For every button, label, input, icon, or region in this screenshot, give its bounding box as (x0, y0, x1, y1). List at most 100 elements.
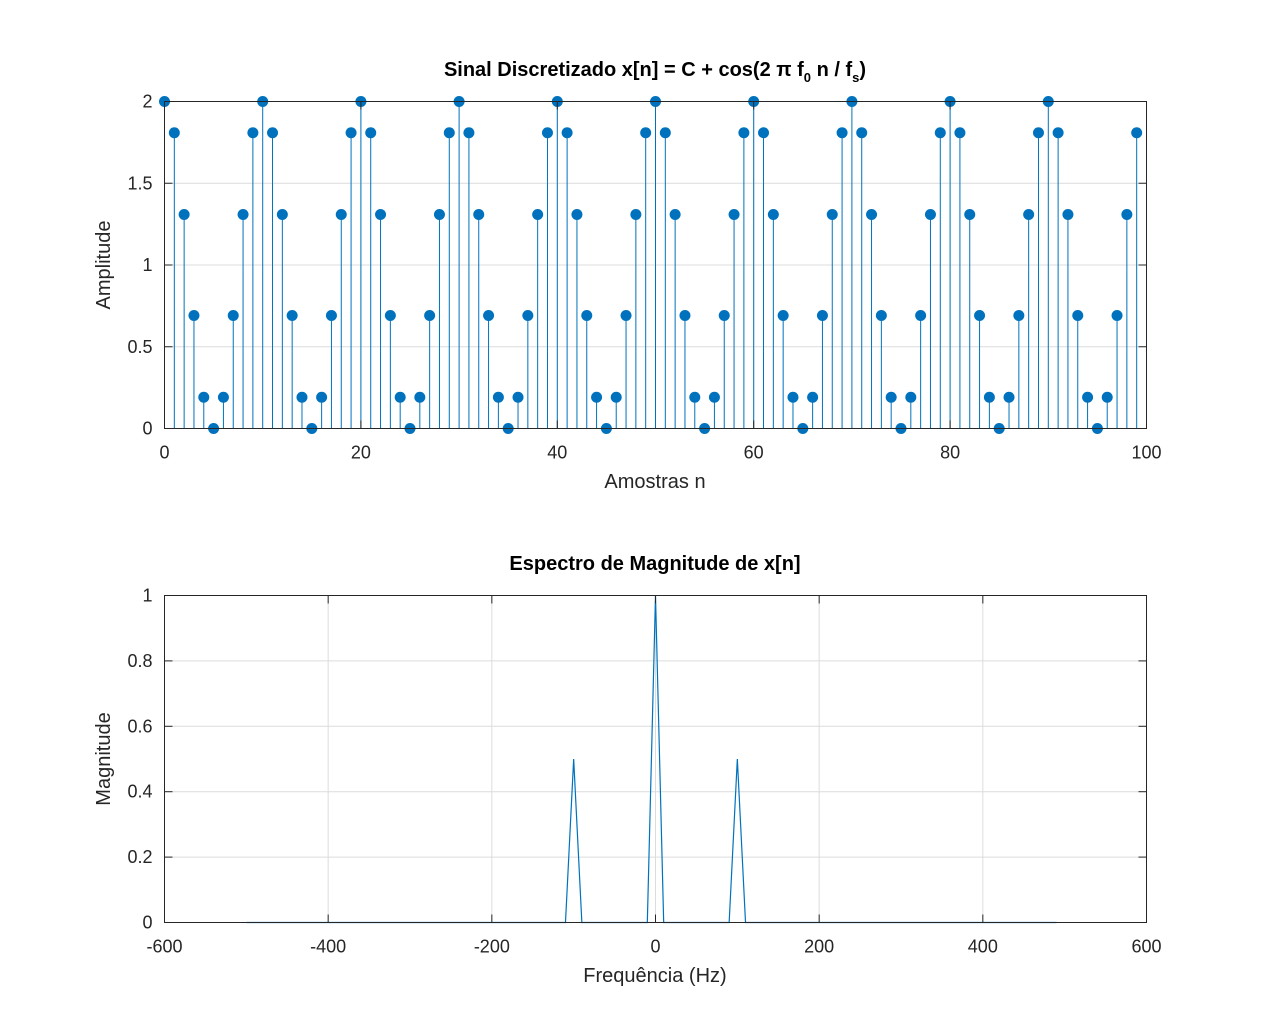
signal-x-axis-label: Amostras n (604, 471, 705, 493)
stem-marker (168, 127, 180, 139)
stem-marker (826, 208, 838, 220)
stem-marker (610, 391, 622, 403)
stem-marker (767, 208, 779, 220)
stem-marker (915, 310, 927, 322)
stem-marker (807, 391, 819, 403)
stem-marker (1072, 310, 1084, 322)
stem-marker (1062, 208, 1074, 220)
spectrum-y-tick-label: 0.4 (127, 782, 152, 802)
stem-marker (227, 310, 239, 322)
stem-marker (905, 391, 917, 403)
spectrum-ticks: -600 -400 -200 0 200 400 600 0 0.2 0.4 0.6 0.8 1 (127, 586, 1161, 957)
stem-marker (1121, 208, 1133, 220)
signal-plot-title: Sinal Discretizado x[n] = C + cos(2 π f0… (444, 59, 866, 85)
stem-marker (512, 391, 524, 403)
spectrum-x-tick-label: -400 (310, 937, 346, 957)
stem-marker (247, 127, 259, 139)
stem-marker (983, 391, 995, 403)
signal-x-tick-label: 0 (159, 443, 169, 463)
stem-marker (365, 127, 377, 139)
stem-marker (836, 127, 848, 139)
stem-marker (384, 310, 396, 322)
stem-marker (178, 208, 190, 220)
stem-marker (787, 391, 799, 403)
stem-marker (679, 310, 691, 322)
signal-y-tick-label: 2 (142, 92, 152, 112)
stem-marker (1131, 127, 1143, 139)
stem-marker (1003, 391, 1015, 403)
stem-marker (237, 208, 249, 220)
spectrum-y-tick-label: 0 (142, 913, 152, 933)
stem-marker (728, 208, 740, 220)
stem-marker (443, 127, 455, 139)
stem-marker (954, 127, 966, 139)
stem-marker (375, 208, 387, 220)
stem-marker (532, 208, 544, 220)
spectrum-x-tick-label: -200 (474, 937, 510, 957)
signal-x-tick-label: 60 (744, 443, 764, 463)
stem-marker (463, 127, 475, 139)
stem-marker (689, 391, 701, 403)
stem-marker (483, 310, 495, 322)
stem-marker (581, 310, 593, 322)
stem-marker (473, 208, 485, 220)
stem-marker (433, 208, 445, 220)
spectrum-y-tick-label: 1 (142, 586, 152, 606)
stem-marker (345, 127, 357, 139)
stem-marker (1111, 310, 1123, 322)
stem-marker (571, 208, 583, 220)
stem-marker (522, 310, 534, 322)
stem-marker (758, 127, 770, 139)
spectrum-x-tick-label: 400 (968, 937, 998, 957)
stem-marker (394, 391, 406, 403)
stem-marker (777, 310, 789, 322)
stem-marker (267, 127, 279, 139)
spectrum-y-tick-label: 0.2 (127, 847, 152, 867)
stem-marker (217, 391, 229, 403)
stem-marker (1052, 127, 1064, 139)
signal-y-axis-label: Amplitude (93, 221, 115, 310)
stem-marker (630, 208, 642, 220)
signal-y-tick-label: 1.5 (127, 173, 152, 193)
stem-marker (866, 208, 878, 220)
spectrum-plot-title: Espectro de Magnitude de x[n] (509, 553, 800, 575)
signal-x-tick-label: 20 (351, 443, 371, 463)
signal-x-tick-label: 100 (1131, 443, 1161, 463)
spectrum-y-axis-label: Magnitude (93, 712, 115, 805)
stem-marker (1082, 391, 1094, 403)
stem-marker (492, 391, 504, 403)
stem-marker (1032, 127, 1044, 139)
stem-marker (620, 310, 632, 322)
stem-marker (659, 127, 671, 139)
spectrum-x-tick-label: 600 (1131, 937, 1161, 957)
stem-marker (335, 208, 347, 220)
stem-marker (924, 208, 936, 220)
stem-marker (1013, 310, 1025, 322)
spectrum-x-tick-label: 200 (804, 937, 834, 957)
stem-marker (414, 391, 426, 403)
stem-marker (875, 310, 887, 322)
stem-marker (591, 391, 603, 403)
signal-y-tick-label: 0 (142, 419, 152, 439)
stem-marker (296, 391, 308, 403)
signal-x-tick-label: 80 (940, 443, 960, 463)
stem-marker (856, 127, 868, 139)
stem-marker (1101, 391, 1113, 403)
signal-ticks: 0 20 40 60 80 100 0 0.5 1 1.5 2 (127, 92, 1161, 463)
spectrum-x-axis-label: Frequência (Hz) (583, 965, 726, 987)
stem-marker (325, 310, 337, 322)
spectrum-y-tick-label: 0.6 (127, 716, 152, 736)
spectrum-x-tick-label: 0 (650, 937, 660, 957)
stem-marker (541, 127, 553, 139)
stem-marker (934, 127, 946, 139)
spectrum-y-tick-label: 0.8 (127, 651, 152, 671)
stem-marker (708, 391, 720, 403)
stem-marker (974, 310, 986, 322)
stem-marker (816, 310, 828, 322)
stem-marker (718, 310, 730, 322)
stem-marker (316, 391, 328, 403)
stem-marker (198, 391, 210, 403)
stem-marker (286, 310, 298, 322)
